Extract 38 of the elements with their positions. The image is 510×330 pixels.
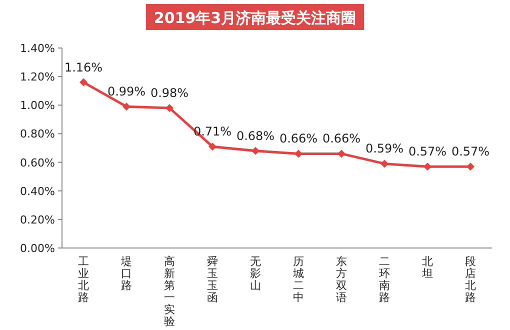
x-tick-label: 段店北路 <box>465 255 476 304</box>
chart-title: 2019年3月济南最受关注商圈 <box>154 9 356 27</box>
y-tick-label: 0.00% <box>20 242 55 255</box>
data-label: 0.99% <box>107 84 146 99</box>
data-label: 0.68% <box>236 128 275 143</box>
point <box>380 160 388 168</box>
x-tick-label: 工业北路 <box>78 255 89 304</box>
point <box>294 150 302 158</box>
point <box>166 104 174 112</box>
y-tick-label: 0.60% <box>20 156 55 170</box>
point <box>208 142 216 151</box>
x-tick-label: 堤口路 <box>120 255 132 292</box>
data-label: 1.16% <box>64 60 103 74</box>
point <box>338 150 346 158</box>
point <box>424 162 432 171</box>
x-tick-label: 无影山 <box>250 255 261 292</box>
point <box>122 102 130 111</box>
x-tick-label: 东方双语 <box>336 255 347 304</box>
point <box>80 78 88 86</box>
data-label: 0.57% <box>408 144 447 159</box>
point <box>252 146 260 155</box>
y-tick-label: 1.40% <box>20 42 55 55</box>
data-label: 0.59% <box>365 142 404 156</box>
x-tick-label: 历城二中 <box>292 255 304 304</box>
data-label: 0.66% <box>279 132 318 146</box>
y-tick-label: 0.80% <box>20 128 55 141</box>
y-tick-label: 0.20% <box>20 213 55 226</box>
x-tick-label: 二环南路 <box>379 255 390 304</box>
x-tick-label: 北坦 <box>421 255 433 280</box>
y-tick-label: 0.40% <box>20 184 55 198</box>
point <box>466 162 474 171</box>
data-label: 0.66% <box>322 132 361 146</box>
x-tick-label: 舜玉玉函 <box>207 255 218 304</box>
y-tick-label: 1.20% <box>20 70 55 84</box>
x-tick-label: 高新第一实验 <box>164 255 175 328</box>
data-label: 0.98% <box>150 86 189 100</box>
data-label: 0.57% <box>451 144 490 159</box>
y-tick-label: 1.00% <box>20 99 55 112</box>
